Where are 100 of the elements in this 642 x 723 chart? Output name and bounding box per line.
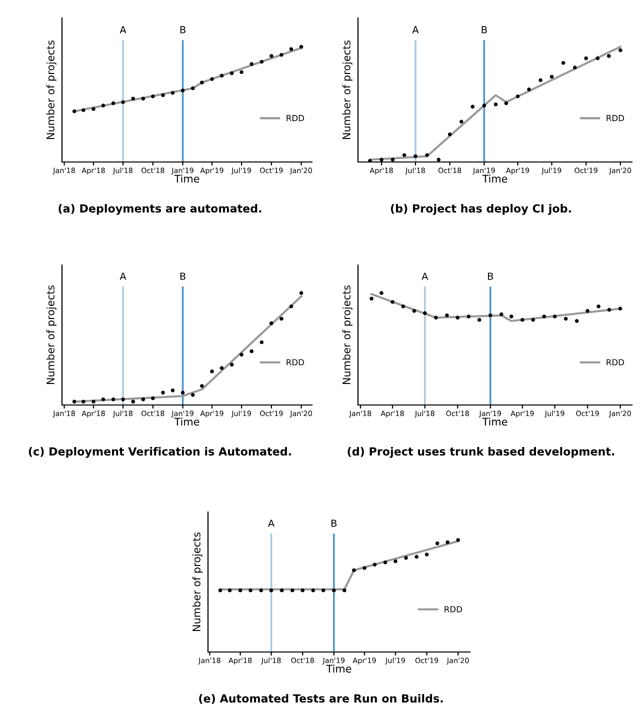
point <box>456 538 460 542</box>
point <box>435 541 440 546</box>
point <box>572 66 577 70</box>
point <box>456 316 460 320</box>
point <box>269 588 274 592</box>
point <box>218 588 222 592</box>
point <box>92 400 96 404</box>
point <box>538 78 542 82</box>
point <box>230 362 234 367</box>
ref-line-label: A <box>268 520 275 527</box>
point <box>311 588 316 592</box>
point <box>180 88 185 92</box>
point <box>238 588 242 592</box>
point <box>372 562 377 567</box>
point <box>220 366 224 370</box>
point <box>101 398 106 402</box>
point <box>574 319 579 323</box>
point <box>240 70 244 74</box>
text: (a) Deployments are automated. <box>58 204 262 215</box>
point <box>299 44 304 49</box>
point <box>404 556 408 560</box>
point <box>321 588 326 592</box>
point <box>228 588 232 592</box>
point <box>300 588 304 592</box>
ref-line-label: B <box>482 26 487 34</box>
point <box>607 308 612 312</box>
point <box>380 158 384 162</box>
point <box>72 109 76 114</box>
point <box>390 300 394 304</box>
point <box>220 74 224 78</box>
point <box>448 132 452 136</box>
legend-label: RDD <box>286 359 304 366</box>
point <box>584 56 588 60</box>
point <box>504 101 508 106</box>
point <box>161 390 165 395</box>
point <box>352 568 356 572</box>
point <box>190 86 195 90</box>
y-axis-title: Number of projects <box>46 40 56 140</box>
ref-line-label: B <box>488 272 494 280</box>
point <box>466 314 471 318</box>
text: (c) Deployment Verification is Automated. <box>28 447 291 458</box>
point <box>509 314 514 318</box>
point <box>618 306 622 311</box>
point <box>414 154 418 158</box>
point <box>460 120 464 124</box>
point <box>362 566 366 570</box>
point <box>299 291 304 295</box>
ref-line-label: A <box>120 272 126 280</box>
point <box>270 321 274 326</box>
point <box>289 47 294 51</box>
point <box>270 54 274 58</box>
ref-line-label: A <box>422 272 428 280</box>
point <box>424 552 429 556</box>
point <box>342 588 346 592</box>
point <box>500 312 504 316</box>
point <box>552 314 557 318</box>
point <box>151 396 155 400</box>
point <box>446 540 450 544</box>
point <box>170 90 175 95</box>
text: (d) Project uses trunk based development. <box>348 447 614 458</box>
point <box>414 554 418 559</box>
text: (b) Project has deploy CI job. <box>390 204 571 215</box>
point <box>101 104 106 108</box>
point <box>82 108 86 112</box>
point <box>210 77 214 81</box>
point <box>240 352 244 356</box>
point <box>121 398 125 402</box>
ref-line-label: A <box>412 26 419 34</box>
point <box>121 100 125 104</box>
point <box>402 153 406 157</box>
point <box>190 393 195 397</box>
point <box>434 316 438 320</box>
point <box>542 314 546 318</box>
y-axis-title: Number of projects <box>342 40 352 140</box>
x-axis-title: Time <box>482 174 508 183</box>
point <box>470 104 474 109</box>
ref-line-label: B <box>180 272 186 280</box>
x-axis-title: Time <box>482 418 508 426</box>
point <box>200 384 204 388</box>
point <box>412 309 416 313</box>
legend-label: RDD <box>606 359 624 366</box>
point <box>250 62 254 66</box>
point <box>516 94 520 98</box>
point <box>550 74 554 79</box>
point <box>151 94 155 98</box>
point <box>586 309 590 313</box>
point <box>520 318 524 322</box>
ref-line-label: A <box>120 26 126 34</box>
point <box>200 80 204 84</box>
point <box>531 318 535 322</box>
point <box>141 398 146 402</box>
point <box>423 311 427 316</box>
legend-label: RDD <box>444 606 462 612</box>
point <box>248 588 252 592</box>
point <box>618 48 622 52</box>
x-axis-title: Time <box>174 174 200 183</box>
point <box>260 60 264 64</box>
point <box>390 158 395 162</box>
point <box>488 314 492 318</box>
point <box>494 102 498 106</box>
